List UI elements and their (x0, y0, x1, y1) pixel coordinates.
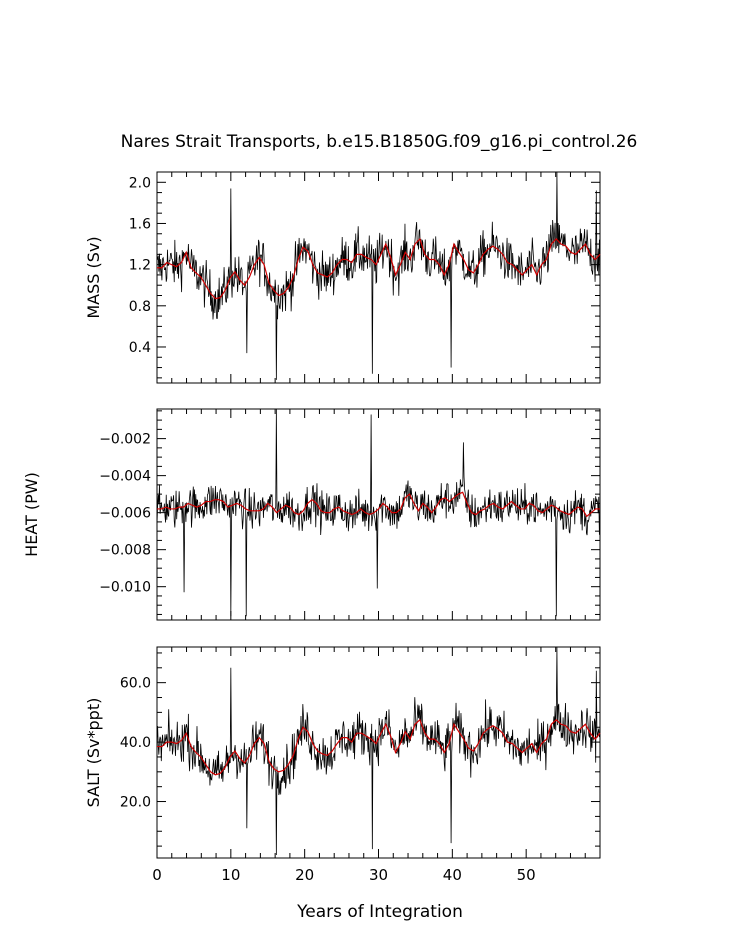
heat-y-axis-label: HEAT (PW) (22, 472, 41, 557)
mass-monthly-series (156, 171, 600, 380)
salt-smoothed-series (157, 718, 601, 776)
x-axis-label: Years of Integration (296, 902, 463, 922)
heat-y-tick-label: −0.004 (99, 469, 151, 485)
mass-y-tick-label: 2.0 (129, 175, 151, 191)
x-tick-label: 10 (221, 866, 240, 884)
mass-y-tick-label: 0.4 (129, 340, 151, 356)
mass-y-axis-label: MASS (Sv) (84, 236, 103, 318)
salt-monthly-series (156, 646, 600, 856)
heat-y-tick-label: −0.002 (99, 432, 151, 448)
salt-y-tick-label: 20.0 (120, 795, 151, 811)
mass-y-tick-label: 1.2 (129, 258, 151, 274)
chart-title: Nares Strait Transports, b.e15.B1850G.f0… (121, 132, 638, 152)
mass-panel: MASS (Sv) 0.4 0.8 1.2 1.6 2.0 (84, 171, 601, 384)
x-tick-label: 20 (295, 866, 314, 884)
x-tick-label: 40 (443, 866, 462, 884)
heat-y-tick-label: −0.008 (99, 543, 151, 559)
heat-smoothed-series (157, 491, 600, 518)
salt-panel: SALT (Sv*ppt) 20.0 40.0 60.0 (84, 646, 601, 859)
salt-y-tick-label: 40.0 (120, 735, 151, 751)
mass-y-tick-label: 1.6 (129, 216, 151, 232)
salt-y-axis-label: SALT (Sv*ppt) (84, 698, 103, 808)
heat-monthly-series (156, 408, 600, 617)
mass-y-tick-label: 0.8 (129, 299, 151, 315)
mass-smoothed-series (157, 237, 601, 300)
heat-y-tick-label: −0.006 (99, 506, 151, 522)
x-tick-label: 0 (152, 866, 162, 884)
heat-y-tick-label: −0.010 (99, 580, 151, 596)
x-tick-label: 30 (369, 866, 388, 884)
x-tick-label: 50 (517, 866, 536, 884)
salt-y-tick-label: 60.0 (120, 676, 151, 692)
heat-panel: HEAT (PW) −0.010 −0.008 −0.006 −0.004 −0.002 (22, 408, 601, 621)
